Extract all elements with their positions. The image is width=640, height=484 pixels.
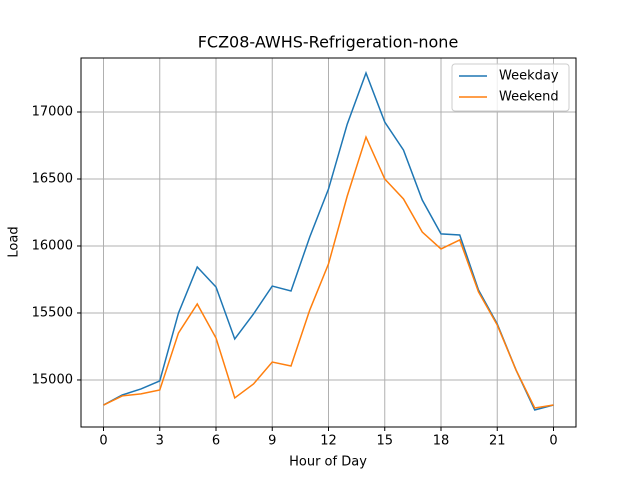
x-axis-label: Hour of Day	[289, 455, 367, 470]
y-tick-label: 15000	[32, 372, 73, 387]
y-tick-label: 16000	[32, 238, 73, 253]
y-axis-label: Load	[7, 226, 22, 257]
x-tick-label: 9	[268, 434, 276, 449]
x-tick-label: 0	[99, 434, 107, 449]
data-line	[103, 134, 554, 409]
x-tick-label: 21	[489, 434, 506, 449]
x-tick-label: 15	[376, 434, 393, 449]
x-tick-label: 0	[549, 434, 557, 449]
y-tick-label: 15500	[32, 305, 73, 320]
plot-frame	[80, 57, 577, 428]
x-tick-label: 3	[156, 434, 164, 449]
legend-label: Weekend	[499, 90, 559, 105]
y-tick-label: 17000	[32, 104, 73, 119]
chart-title: FCZ08-AWHS-Refrigeration-none	[198, 33, 459, 52]
x-tick-label: 6	[212, 434, 220, 449]
x-tick-label: 18	[433, 434, 450, 449]
x-tick-label: 12	[320, 434, 337, 449]
legend-label: Weekday	[499, 69, 559, 84]
y-tick-label: 16500	[32, 171, 73, 186]
